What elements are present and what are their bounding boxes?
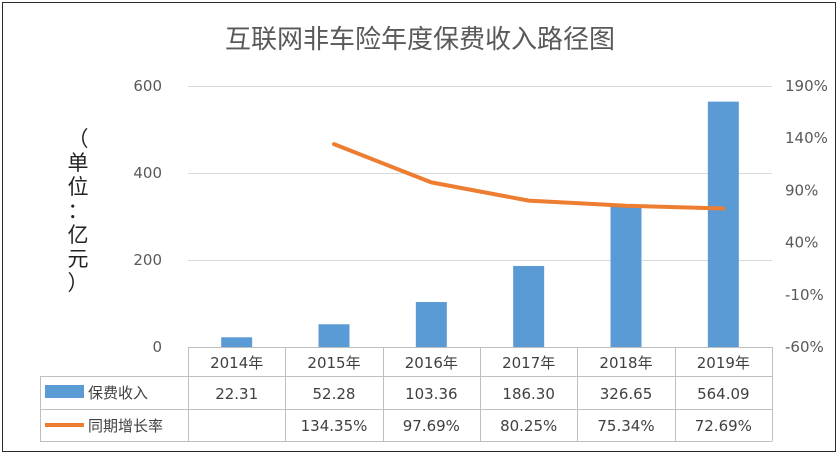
data-label: 326.65 [600,385,653,403]
y-axis-label-char: （ [68,127,89,151]
right-axis-tick-label: -60% [785,338,824,356]
data-label: 80.25% [500,417,557,435]
y-axis-label-char: 亿 [68,223,89,247]
right-axis-tick-label: 90% [785,181,818,199]
data-label: 564.09 [697,385,750,403]
data-label: 186.30 [502,385,555,403]
y-axis-label-char: 位 [68,175,89,199]
right-axis-tick-label: 40% [785,234,818,252]
y-axis-label-char: ） [68,271,89,295]
data-label: 97.69% [403,417,460,435]
bar [610,204,642,347]
legend-key-bar [45,385,84,398]
right-axis-ticks: -60% -10% 40% 90% 140% 190% [785,77,828,356]
y-axis-label-char: 元 [68,247,89,271]
bar [513,265,545,347]
data-label: 75.34% [597,417,654,435]
left-axis-tick-label: 600 [133,77,162,95]
bar [221,337,253,347]
right-axis-tick-label: 190% [785,77,828,95]
data-label: 52.28 [313,385,356,403]
data-label: 22.31 [215,385,258,403]
x-axis-tick-label: 2014年 [210,354,263,372]
left-axis-tick-label: 200 [133,251,162,269]
growth-rate-line [332,142,726,211]
x-axis-tick-label: 2018年 [599,354,652,372]
data-label: 72.69% [695,417,752,435]
data-label: 103.36 [405,385,458,403]
data-label: 134.35% [301,417,368,435]
chart-title: 互联网非车险年度保费收入路径图 [225,25,615,55]
legend-entry-label: 保费收入 [88,384,148,402]
right-axis-tick-label: -10% [785,286,824,304]
y-axis-label-char: ： [68,199,89,223]
x-axis-tick-label: 2015年 [307,354,360,372]
chart-frame [2,2,836,452]
left-axis-tick-label: 0 [152,338,162,356]
x-axis-tick-label: 2017年 [502,354,555,372]
y-axis-label: （单位：亿元） [68,127,89,295]
x-axis-tick-label: 2019年 [697,354,750,372]
bar [415,302,447,347]
right-axis-tick-label: 140% [785,129,828,147]
line-series [332,142,726,211]
gridlines [188,86,772,348]
left-axis-tick-label: 400 [133,164,162,182]
legend-entry-label: 同期增长率 [88,417,163,435]
bar-series [221,101,739,347]
left-axis-ticks: 0 200 400 600 [133,77,162,356]
y-axis-label-char: 单 [68,151,89,175]
bar [318,324,350,347]
bar [707,101,739,347]
x-axis-tick-label: 2016年 [405,354,458,372]
